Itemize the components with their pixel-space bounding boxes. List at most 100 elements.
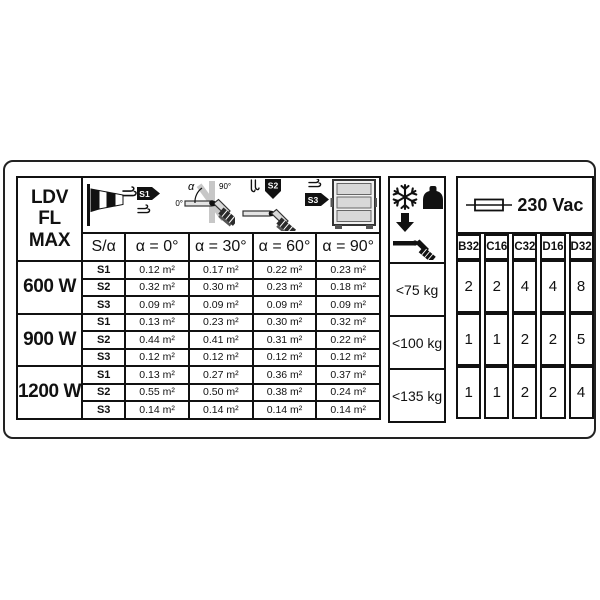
wattage-cell-1200: 1200 W [15, 365, 84, 420]
alpha-label: α [188, 181, 195, 193]
area-value: 0.12 m² [251, 347, 318, 367]
max-weight-cell-900: <100 kg [388, 315, 447, 370]
area-value: 0.41 m² [187, 330, 254, 350]
area-value: 0.30 m² [251, 312, 318, 332]
angle-header-row: S/α α = 0° α = 30° α = 60° α = 90° [17, 232, 382, 262]
breaker-type-header: C16 [484, 234, 510, 260]
breaker-count: 1 [456, 313, 482, 366]
wind-squiggle-icon [137, 204, 151, 214]
breaker-section: 230 Vac B32 C16 C32 D16 D32 2 2 4 4 8 1 … [453, 176, 597, 419]
spec-panel: LDV FL MAX [3, 160, 596, 439]
area-value: 0.27 m² [187, 365, 254, 385]
s-row-label: S2 [81, 330, 127, 350]
area-value: 0.30 m² [187, 277, 254, 297]
s1-badge: S1 [137, 187, 161, 200]
down-arrow-icon [396, 213, 415, 232]
area-value: 0.14 m² [187, 400, 254, 420]
area-value: 0.14 m² [315, 400, 382, 420]
weight-column: <75 kg <100 kg <135 kg [388, 176, 447, 423]
voltage-label: 230 Vac [517, 194, 584, 215]
area-value: 0.32 m² [315, 312, 382, 332]
product-name-cell: LDV FL MAX [15, 176, 84, 262]
wattage-cell-600: 600 W [15, 260, 84, 315]
table-row: 1200 W S1 0.13 m² 0.27 m² 0.36 m² 0.37 m… [15, 365, 382, 420]
area-value: 0.22 m² [315, 330, 382, 350]
weight-icon [423, 186, 444, 209]
breaker-count: 1 [484, 366, 510, 419]
breaker-count: 2 [512, 366, 538, 419]
angle-col-header-90: α = 90° [315, 232, 382, 262]
area-value: 0.13 m² [124, 365, 190, 385]
area-value: 0.23 m² [315, 260, 382, 280]
max-weight-cell-600: <75 kg [388, 262, 447, 317]
angle-col-header-30: α = 30° [187, 232, 254, 262]
table-row: S2 0.55 m² 0.50 m² 0.38 m² 0.24 m² [17, 382, 382, 402]
area-value: 0.09 m² [124, 295, 190, 315]
breaker-type-header: D16 [540, 234, 566, 260]
windsock-icon [87, 184, 137, 226]
orientation-diagrams-cell: S1 α 90° [81, 176, 382, 234]
area-value: 0.18 m² [315, 277, 382, 297]
area-value: 0.17 m² [187, 260, 254, 280]
area-value: 0.14 m² [124, 400, 190, 420]
s-alpha-header: S/α [81, 232, 127, 262]
table-row: 600 W S1 0.12 m² 0.17 m² 0.22 m² 0.23 m² [15, 260, 382, 315]
snowflake-icon [391, 183, 419, 211]
area-value: 0.24 m² [315, 382, 382, 402]
breaker-count: 1 [484, 313, 510, 366]
table-row: S3 0.14 m² 0.14 m² 0.14 m² 0.14 m² [17, 400, 382, 420]
wattage-cell-900: 900 W [15, 312, 84, 367]
area-value: 0.09 m² [315, 295, 382, 315]
spec-content: LDV FL MAX [15, 176, 597, 423]
breaker-count: 4 [540, 260, 566, 313]
s3-front-wind-diagram: S3 [305, 179, 378, 229]
deg0-label: 0° [175, 199, 183, 208]
breaker-count: 1 [456, 366, 482, 419]
s-row-label: S1 [81, 312, 127, 332]
wind-squiggle-icon [308, 179, 322, 188]
s3-badge-label: S3 [308, 195, 319, 205]
floodlight-front-icon [330, 179, 378, 229]
breaker-count: 2 [484, 260, 510, 313]
s-row-label: S3 [81, 347, 127, 367]
s2-top-wind-diagram: S2 [242, 179, 297, 231]
s-row-label: S1 [81, 365, 127, 385]
product-line-2: FL [38, 208, 61, 230]
s-row-label: S2 [81, 277, 127, 297]
area-value: 0.31 m² [251, 330, 318, 350]
breaker-count-row-900: 1 1 2 2 5 [456, 313, 594, 366]
diagram-header-row: LDV FL MAX [15, 176, 382, 262]
product-line-1: LDV [30, 187, 69, 209]
area-value: 0.32 m² [124, 277, 190, 297]
breaker-count-row-600: 2 2 4 4 8 [456, 260, 594, 313]
wind-squiggle-icon [122, 186, 137, 197]
s1-tilt-angle-diagram: S1 α 90° [137, 181, 236, 229]
area-value: 0.23 m² [251, 277, 318, 297]
s2-badge-label: S2 [268, 181, 279, 191]
breaker-count: 4 [568, 366, 594, 419]
table-row: S3 0.09 m² 0.09 m² 0.09 m² 0.09 m² [17, 295, 382, 315]
area-value: 0.44 m² [124, 330, 190, 350]
area-value: 0.55 m² [124, 382, 190, 402]
snow-load-header-cell [388, 176, 447, 264]
deg90-label: 90° [219, 182, 231, 191]
floodlight-side-silhouette-icon [393, 239, 436, 260]
breaker-count: 2 [540, 313, 566, 366]
s-row-label: S3 [81, 400, 127, 420]
area-value: 0.14 m² [251, 400, 318, 420]
area-value: 0.09 m² [251, 295, 318, 315]
area-value: 0.36 m² [251, 365, 318, 385]
breaker-count: 2 [540, 366, 566, 419]
area-value: 0.37 m² [315, 365, 382, 385]
breaker-count: 5 [568, 313, 594, 366]
area-value: 0.13 m² [124, 312, 190, 332]
breaker-count: 2 [512, 313, 538, 366]
s-row-label: S3 [81, 295, 127, 315]
area-value: 0.12 m² [124, 347, 190, 367]
area-value: 0.12 m² [124, 260, 190, 280]
breaker-count-row-1200: 1 1 2 2 4 [456, 366, 594, 419]
area-value: 0.22 m² [251, 260, 318, 280]
area-value: 0.09 m² [187, 295, 254, 315]
wind-load-table: LDV FL MAX [15, 176, 382, 420]
max-weight-cell-1200: <135 kg [388, 368, 447, 423]
